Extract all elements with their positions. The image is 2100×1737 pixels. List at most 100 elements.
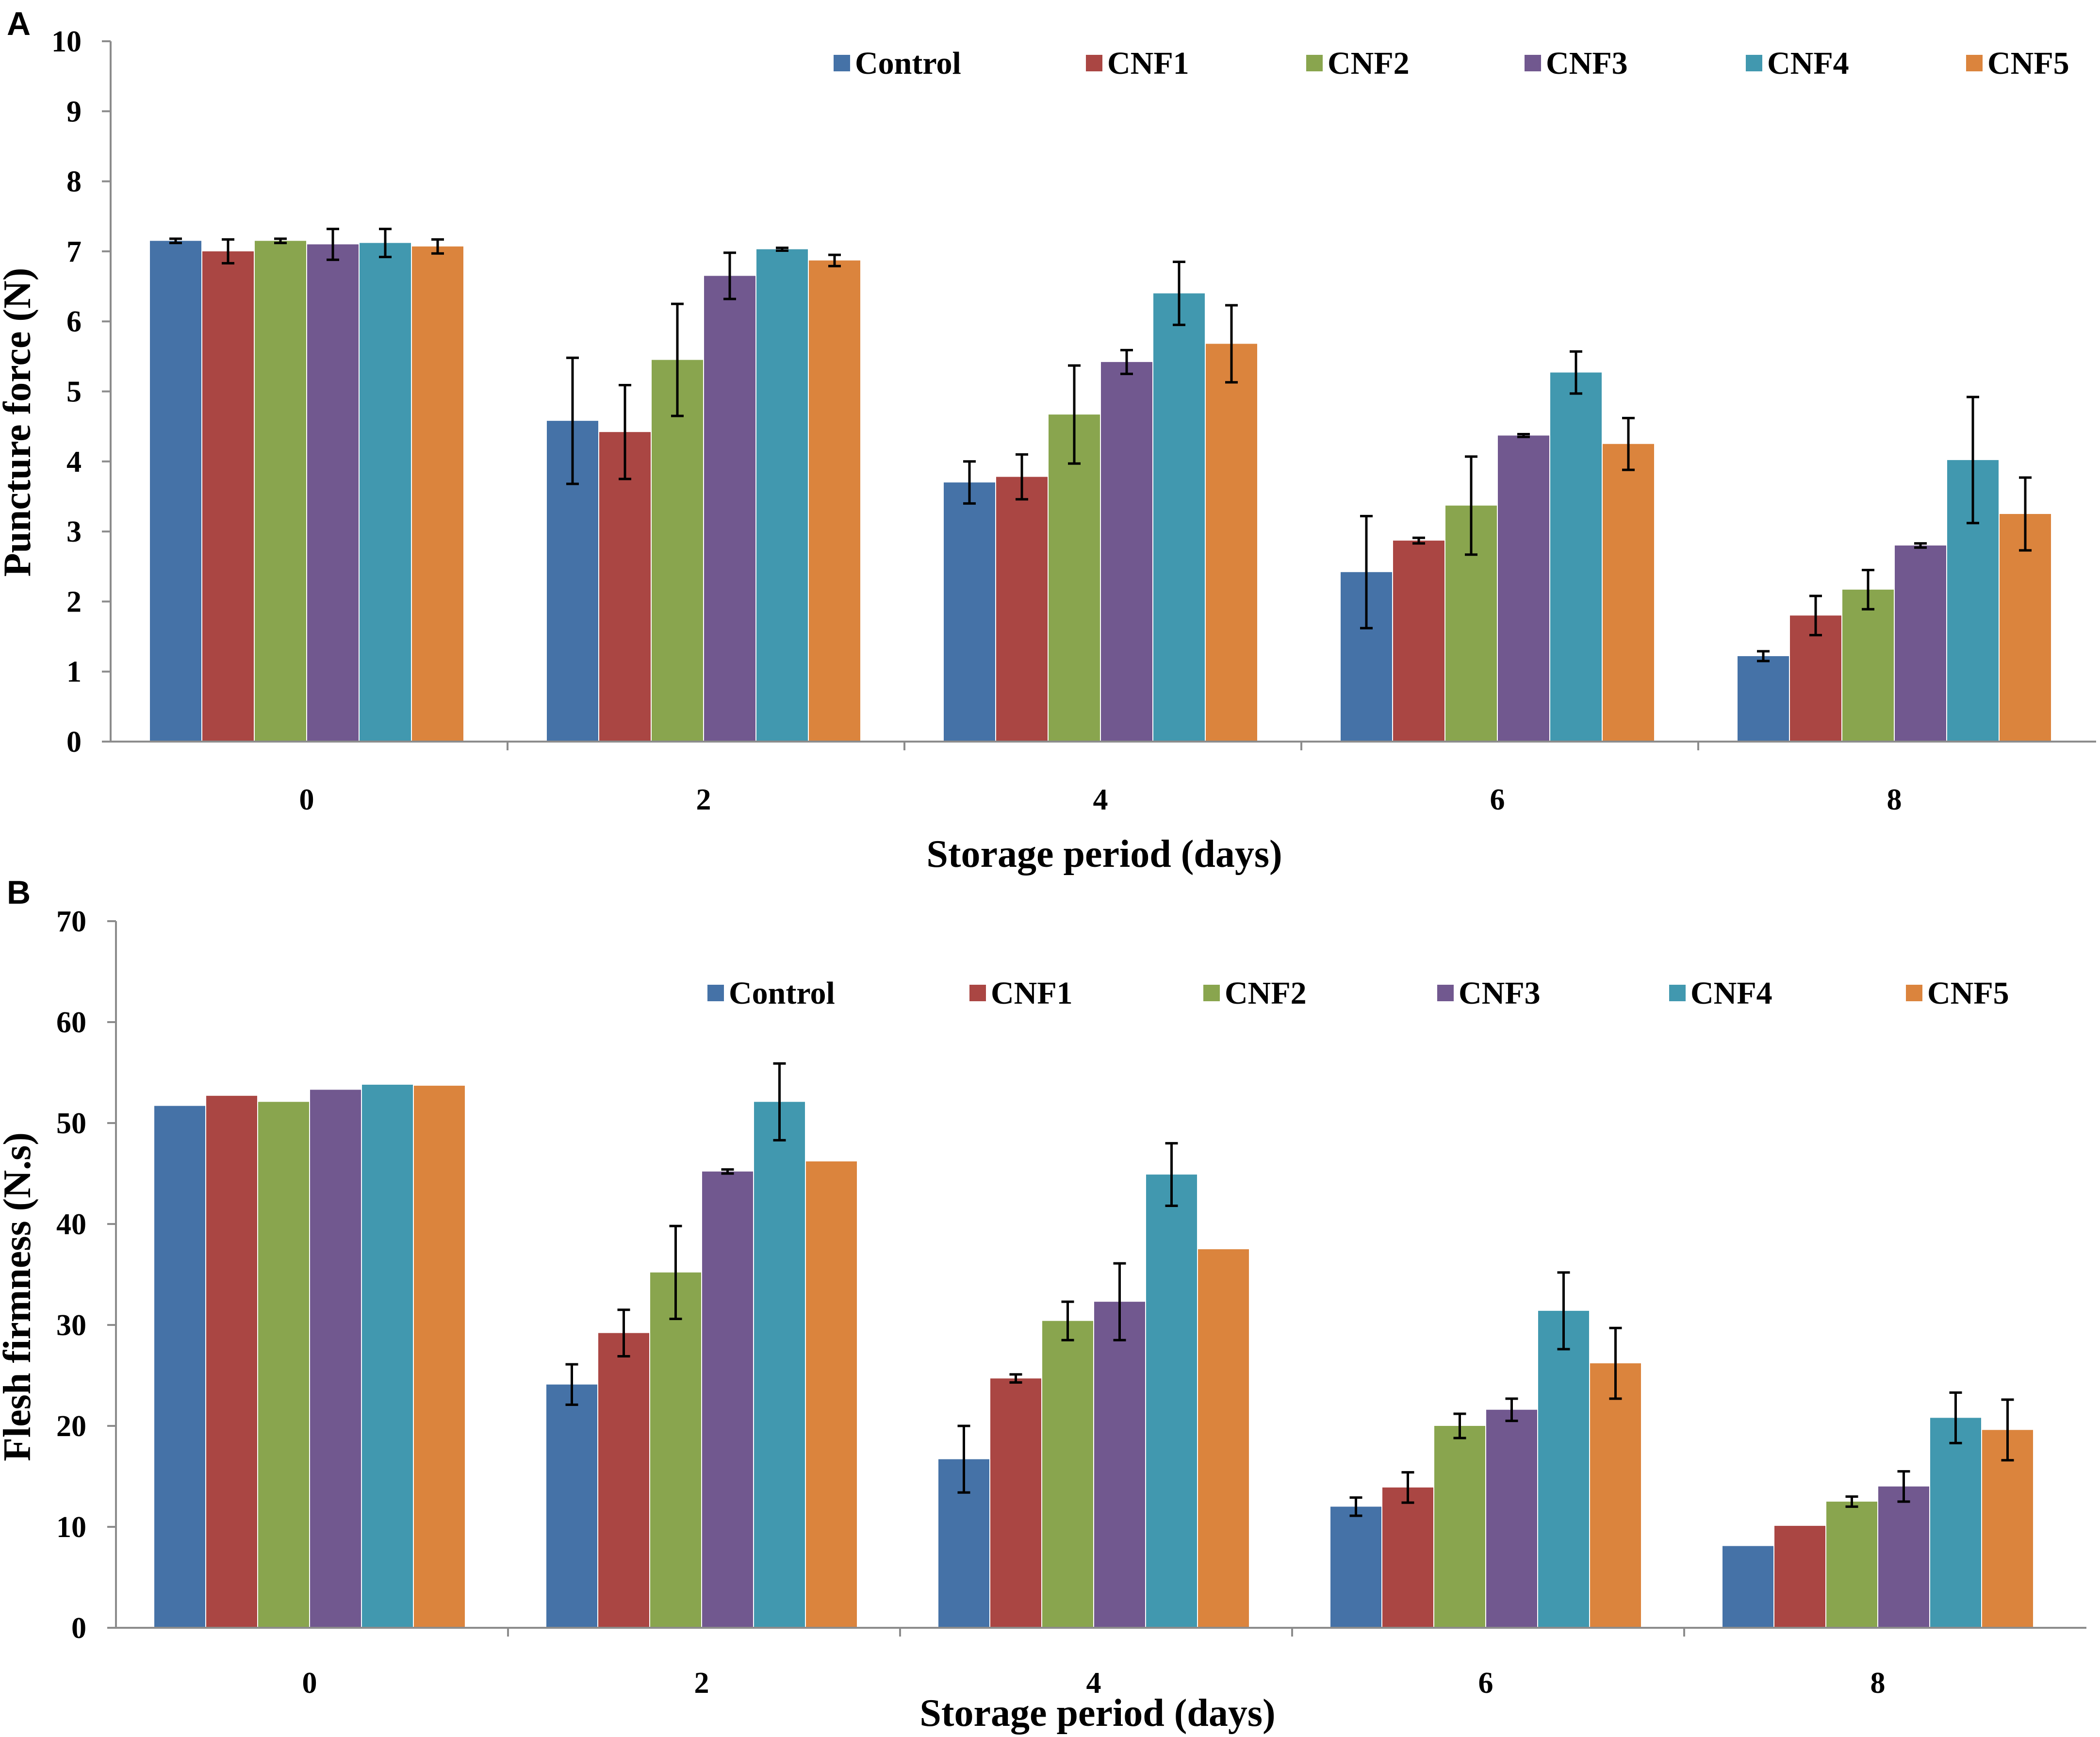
panel-a-y-tick-label: 3: [66, 515, 82, 548]
panel-b-error-bar: [2001, 1398, 2014, 1462]
panel-b-bar-control-day-8: [1723, 1546, 1773, 1628]
panel-a-x-tick-label: 8: [1887, 783, 1902, 816]
panel-a-x-axis-title: Storage period (days): [926, 833, 1282, 876]
panel-b-x-axis-title: Storage period (days): [919, 1692, 1275, 1735]
panel-a-y-tick-label: 7: [66, 235, 82, 268]
panel-a-error-bar: [1225, 304, 1238, 384]
panel-a-x-ticks: 0 2 4 6 8: [299, 742, 1902, 816]
panel-b-bar-cnf5-day-6: [1590, 1363, 1641, 1628]
panel-a-error-bars: [169, 228, 2032, 662]
panel-b-error-bar: [1349, 1496, 1362, 1517]
panel-a-y-tick-label: 8: [66, 165, 82, 199]
panel-b-legend-swatch-cnf2: [1203, 985, 1220, 1001]
panel-a-bar-control-day-4: [944, 482, 995, 742]
panel-a-x-tick-label: 0: [299, 783, 314, 816]
panel-b-y-tick-label: 10: [56, 1511, 86, 1544]
panel-a-legend-label-control: Control: [855, 46, 961, 81]
panel-b-bar-cnf4-day-6: [1538, 1310, 1589, 1628]
panel-a-legend-swatch-cnf1: [1086, 55, 1102, 71]
panel-b-bar-cnf1-day-8: [1774, 1525, 1825, 1628]
panel-a-error-bar: [776, 247, 788, 252]
panel-a-legend-label-cnf1: CNF1: [1107, 46, 1189, 81]
panel-a-bar-cnf3-day-4: [1101, 362, 1152, 742]
panel-b-bar-cnf2-day-4: [1042, 1321, 1093, 1628]
panel-b-y-tick-label: 30: [56, 1309, 86, 1342]
panel-a-bar-cnf3-day-0: [307, 244, 359, 742]
panel-b-bar-control-day-2: [546, 1384, 597, 1628]
panel-b-bar-cnf1-day-2: [598, 1333, 649, 1628]
panel-b-error-bar: [565, 1363, 578, 1406]
panel-a-error-bar: [1622, 416, 1635, 471]
panel-b-bar-cnf5-day-4: [1198, 1249, 1249, 1628]
panel-b-bar-cnf3-day-8: [1878, 1486, 1929, 1628]
panel-b-bar-cnf3-day-0: [310, 1090, 361, 1628]
panel-b-legend-swatch-cnf3: [1437, 985, 1454, 1001]
panel-a-error-bar: [1173, 261, 1185, 326]
panel-a-bar-cnf3-day-8: [1895, 545, 1946, 742]
panel-a-bar-control-day-8: [1738, 656, 1789, 742]
panel-b-y-tick-label: 60: [56, 1006, 86, 1039]
panel-a-y-tick-label: 9: [66, 95, 82, 128]
panel-b-y-tick-label: 50: [56, 1107, 86, 1140]
panel-a-bar-cnf2-day-4: [1049, 414, 1100, 742]
panel-a-error-bar: [1967, 396, 1979, 525]
panel-b-legend: Control CNF1 CNF2 CNF3 CNF4 CNF5: [707, 976, 2009, 1011]
panel-b-x-ticks: 0 2 4 6 8: [302, 1628, 1886, 1700]
panel-b-bar-cnf3-day-2: [702, 1171, 753, 1628]
panel-a-error-bar: [1360, 514, 1373, 629]
panel-b-legend-label-cnf4: CNF4: [1690, 976, 1772, 1011]
panel-b-error-bar: [1401, 1471, 1414, 1504]
panel-b-error-bar: [1165, 1142, 1178, 1208]
panel-b-error-bar: [1557, 1271, 1570, 1351]
panel-a-error-bar: [431, 238, 444, 255]
panel-a-legend-swatch-control: [834, 55, 850, 71]
panel-a-legend: Control CNF1 CNF2 CNF3 CNF4 CNF5: [834, 46, 2069, 81]
panel-b-bar-control-day-6: [1330, 1506, 1381, 1628]
panel-b-letter: B: [7, 874, 31, 911]
panel-a-y-tick-label: 6: [66, 305, 82, 338]
panel-a-bar-cnf1-day-2: [599, 432, 651, 742]
panel-a-x-tick-label: 4: [1093, 783, 1108, 816]
panel-b-legend-swatch-cnf4: [1669, 985, 1686, 1001]
panel-a-bar-cnf4-day-4: [1153, 293, 1205, 742]
panel-a-error-bar: [1412, 536, 1425, 545]
panel-b-y-axis-title: Flesh firmness (N.s): [0, 1132, 39, 1461]
panel-b-x-tick-label: 6: [1478, 1667, 1493, 1700]
panel-a-bar-control-day-0: [150, 241, 201, 742]
panel-a-error-bar: [222, 238, 234, 265]
panel-b-legend-label-cnf5: CNF5: [1927, 976, 2009, 1011]
panel-a-bar-cnf1-day-0: [202, 251, 254, 742]
panel-b-bar-cnf1-day-4: [990, 1378, 1041, 1628]
panel-b-legend-label-cnf3: CNF3: [1459, 976, 1541, 1011]
panel-a-legend-swatch-cnf5: [1966, 55, 1983, 71]
panel-a-error-bar: [1914, 542, 1927, 549]
panel-a-legend-label-cnf5: CNF5: [1987, 46, 2069, 81]
panel-a-bar-cnf4-day-6: [1550, 372, 1602, 742]
panel-b-error-bar: [669, 1224, 682, 1321]
panel-a-y-axis-title: Puncture force (N): [0, 268, 39, 577]
panel-b-error-bar: [1949, 1391, 1962, 1444]
panel-a-error-bar: [671, 302, 684, 417]
panel-b-error-bars: [565, 1062, 2014, 1517]
panel-a-bar-cnf5-day-0: [412, 246, 463, 742]
panel-a-y-tick-label: 4: [66, 446, 82, 479]
panel-b: B 0 10 20 30 40 50 60 70 0 2 4 6 8 Flesh firmness (…: [0, 874, 2086, 1735]
panel-a-letter: A: [7, 5, 31, 42]
panel-b-error-bar: [617, 1308, 630, 1357]
panel-b-bar-cnf5-day-2: [806, 1161, 857, 1628]
panel-a-error-bar: [274, 237, 287, 245]
panel-a-error-bar: [828, 253, 841, 267]
panel-b-y-tick-label: 0: [71, 1612, 86, 1645]
panel-a-y-tick-label: 2: [66, 585, 82, 618]
panel-b-error-bar: [1061, 1300, 1074, 1341]
panel-a-legend-swatch-cnf4: [1746, 55, 1762, 71]
panel-b-legend-swatch-cnf1: [969, 985, 986, 1001]
panel-b-y-tick-label: 20: [56, 1410, 86, 1443]
panel-a-error-bar: [1809, 595, 1822, 637]
panel-b-x-tick-label: 0: [302, 1667, 317, 1700]
panel-b-legend-label-control: Control: [729, 976, 835, 1011]
panel-a-y-tick-label: 10: [51, 25, 82, 58]
panel-a-bar-cnf1-day-6: [1393, 540, 1444, 742]
